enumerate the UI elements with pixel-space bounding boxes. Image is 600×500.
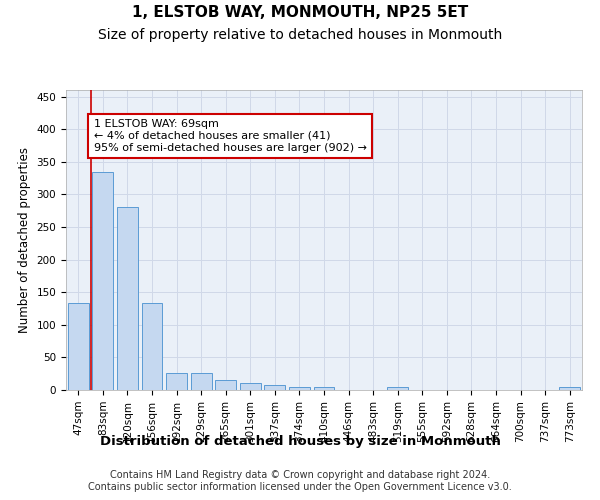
Bar bbox=[117, 208, 138, 390]
Text: 1, ELSTOB WAY, MONMOUTH, NP25 5ET: 1, ELSTOB WAY, MONMOUTH, NP25 5ET bbox=[132, 5, 468, 20]
Text: Contains HM Land Registry data © Crown copyright and database right 2024.: Contains HM Land Registry data © Crown c… bbox=[110, 470, 490, 480]
Bar bbox=[68, 302, 89, 390]
Text: 1 ELSTOB WAY: 69sqm
← 4% of detached houses are smaller (41)
95% of semi-detache: 1 ELSTOB WAY: 69sqm ← 4% of detached hou… bbox=[94, 120, 367, 152]
Bar bbox=[314, 388, 334, 390]
Bar bbox=[240, 384, 261, 390]
Bar bbox=[215, 380, 236, 390]
Bar bbox=[92, 172, 113, 390]
Bar bbox=[191, 373, 212, 390]
Text: Size of property relative to detached houses in Monmouth: Size of property relative to detached ho… bbox=[98, 28, 502, 42]
Y-axis label: Number of detached properties: Number of detached properties bbox=[18, 147, 31, 333]
Bar bbox=[559, 388, 580, 390]
Bar bbox=[289, 386, 310, 390]
Text: Contains public sector information licensed under the Open Government Licence v3: Contains public sector information licen… bbox=[88, 482, 512, 492]
Bar bbox=[265, 385, 286, 390]
Bar bbox=[166, 373, 187, 390]
Bar bbox=[142, 304, 163, 390]
Text: Distribution of detached houses by size in Monmouth: Distribution of detached houses by size … bbox=[100, 435, 500, 448]
Bar bbox=[387, 388, 408, 390]
